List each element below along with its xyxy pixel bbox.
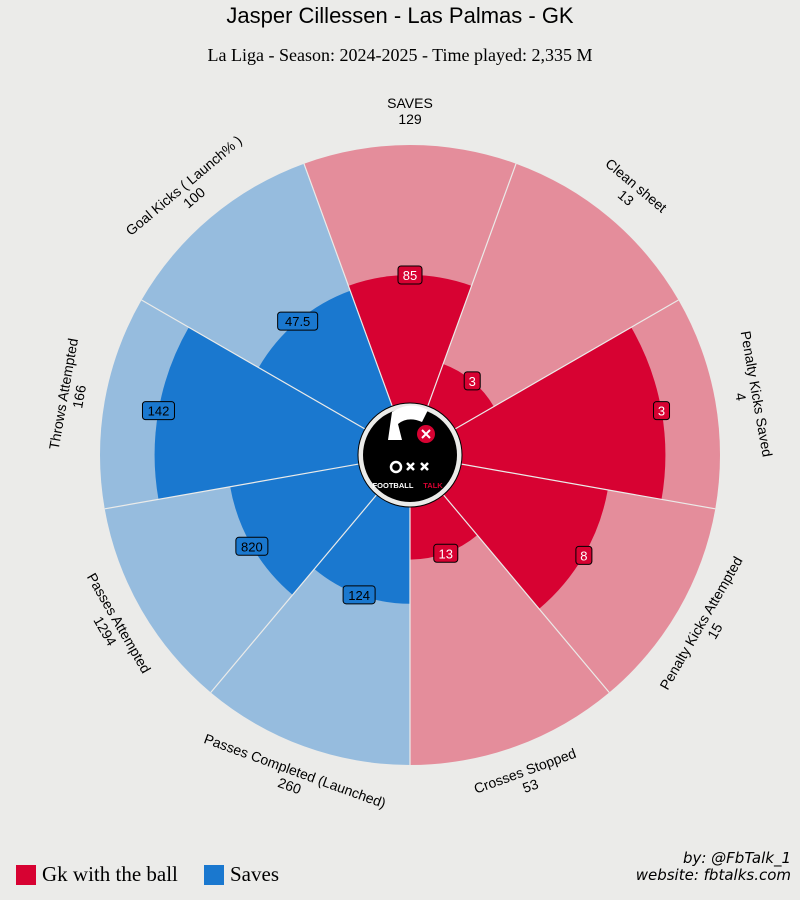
svg-text:124: 124 <box>348 588 370 603</box>
value-label-penalty-kicks-saved: 3 <box>653 401 671 421</box>
chart-title: Jasper Cillessen - Las Palmas - GK <box>226 3 574 28</box>
value-label-goal-kicks-launch: 47.5 <box>277 311 319 331</box>
chart-subtitle: La Liga - Season: 2024-2025 - Time playe… <box>207 45 593 65</box>
slice-value-goal-kicks-launch <box>258 290 410 455</box>
credits: by: @FbTalk_1 website: fbtalks.com <box>636 850 791 884</box>
svg-text:85: 85 <box>403 268 417 283</box>
svg-text:8: 8 <box>580 548 587 563</box>
value-label-passes-attempted: 820 <box>235 536 269 556</box>
svg-text:47.5: 47.5 <box>285 314 310 329</box>
value-label-penalty-kicks-attempted: 8 <box>575 545 593 565</box>
legend-swatch-blue <box>204 864 224 885</box>
slice-value-penalty-kicks-attempted <box>410 455 608 609</box>
legend-label: Gk with the ball <box>42 862 178 886</box>
value-label-crosses-stopped: 13 <box>433 543 459 563</box>
category-name: Clean sheet <box>603 155 671 215</box>
category-max: 260 <box>276 774 304 797</box>
category-max: 15 <box>704 620 726 642</box>
category-max: 53 <box>520 776 540 796</box>
slice-value-throws-attempted <box>154 327 410 500</box>
logo-text: FOOTBALL <box>373 481 414 490</box>
slice-value-penalty-kicks-saved <box>410 327 666 500</box>
credits-by: by: @FbTalk_1 <box>682 849 791 867</box>
slice-value-saves <box>348 275 472 455</box>
legend-swatch-red <box>16 864 36 885</box>
svg-text:820: 820 <box>241 539 263 554</box>
svg-text:3: 3 <box>658 404 665 419</box>
value-label-throws-attempted: 142 <box>141 401 175 421</box>
svg-text:13: 13 <box>439 546 453 561</box>
value-label-passes-completed-launched: 124 <box>342 585 376 605</box>
logo-text-accent: TALK <box>423 481 443 490</box>
credits-website: website: fbtalks.com <box>635 866 791 884</box>
legend-label: Saves <box>230 862 279 886</box>
category-max: 4 <box>732 391 749 402</box>
category-max: 129 <box>398 111 422 127</box>
value-label-clean-sheet: 3 <box>463 371 481 391</box>
value-label-saves: 85 <box>397 265 423 285</box>
legend-item-saves: Saves <box>204 862 279 887</box>
category-max: 166 <box>69 384 89 410</box>
football-talk-logo: FOOTBALL TALK <box>357 402 463 508</box>
svg-text:3: 3 <box>469 374 476 389</box>
svg-text:142: 142 <box>148 404 170 419</box>
category-name: SAVES <box>387 95 433 111</box>
legend-item-gk-with-ball: Gk with the ball <box>16 862 178 887</box>
slice-value-passes-attempted <box>230 455 410 595</box>
